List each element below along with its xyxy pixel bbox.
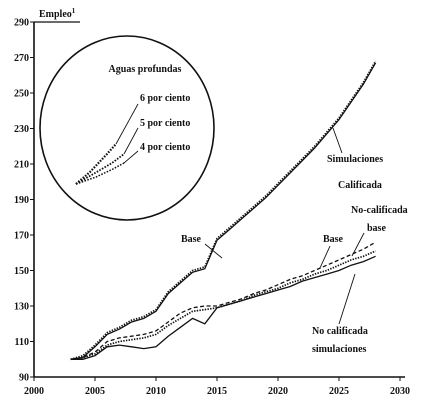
series-line-3 bbox=[70, 250, 376, 361]
y-tick-label: 210 bbox=[14, 160, 29, 171]
inset-label-6: 6 por ciento bbox=[140, 93, 190, 104]
annotation-nocalificada-base-1: No-calificada bbox=[351, 205, 408, 216]
x-tick-label: 2015 bbox=[207, 386, 227, 397]
pointer-base-upper bbox=[204, 243, 223, 259]
pointer-calificada bbox=[332, 127, 343, 154]
y-tick-label: 250 bbox=[14, 89, 29, 100]
series-line-2 bbox=[70, 241, 376, 360]
annotation-calificada: Calificada bbox=[338, 180, 382, 191]
annotations: Base Simulaciones Calificada No-califica… bbox=[181, 127, 408, 355]
inset-pointer-6 bbox=[115, 103, 139, 145]
x-tick-label: 2025 bbox=[329, 386, 349, 397]
annotation-base-lower: Base bbox=[323, 234, 344, 245]
y-tick-label: 90 bbox=[19, 373, 29, 384]
y-tick-label: 150 bbox=[14, 266, 29, 277]
x-tick-label: 2010 bbox=[146, 386, 166, 397]
pointer-nocal-sim bbox=[338, 273, 356, 325]
y-tick-label: 170 bbox=[14, 231, 29, 242]
annotation-simulaciones: Simulaciones bbox=[327, 154, 383, 165]
y-tick-label: 130 bbox=[14, 302, 29, 313]
inset-pointer-4 bbox=[123, 150, 139, 164]
y-axis-label: Empleo1 bbox=[39, 7, 76, 20]
y-tick-label: 190 bbox=[14, 195, 29, 206]
y-tick-label: 290 bbox=[14, 18, 29, 29]
annotation-nocal-sim-1: No calificada bbox=[312, 326, 368, 337]
annotation-base-upper: Base bbox=[181, 234, 202, 245]
series-line-1 bbox=[70, 62, 377, 360]
y-ticks: 90 110 130 150 170 190 210 230 250 270 290 bbox=[14, 18, 34, 384]
axes bbox=[33, 21, 405, 378]
pointer-base-lower bbox=[319, 245, 331, 269]
x-ticks: 2000 2005 2010 2015 2020 2025 2030 bbox=[24, 377, 410, 397]
series-group bbox=[70, 60, 377, 361]
series-line-4 bbox=[70, 255, 376, 360]
inset-label-4: 4 por ciento bbox=[140, 142, 190, 153]
series-line-0 bbox=[70, 60, 377, 361]
pointer-nocalificada-base bbox=[351, 232, 365, 257]
x-tick-label: 2005 bbox=[85, 386, 105, 397]
annotation-nocal-sim-2: simulaciones bbox=[312, 344, 367, 355]
inset-line-6 bbox=[75, 143, 117, 185]
inset-label-5: 5 por ciento bbox=[140, 118, 190, 129]
x-tick-label: 2000 bbox=[24, 386, 44, 397]
inset-line-5 bbox=[75, 153, 125, 185]
inset-aguas-profundas: Aguas profundas 6 por ciento 5 por cient… bbox=[39, 35, 215, 221]
inset-title: Aguas profundas bbox=[109, 64, 182, 75]
x-tick-label: 2030 bbox=[390, 386, 410, 397]
y-tick-label: 110 bbox=[15, 337, 29, 348]
annotation-nocalificada-base-2: base bbox=[367, 223, 386, 234]
x-tick-label: 2020 bbox=[268, 386, 288, 397]
y-tick-label: 270 bbox=[14, 53, 29, 64]
y-tick-label: 230 bbox=[14, 124, 29, 135]
inset-pointer-5 bbox=[123, 127, 139, 155]
inset-circle bbox=[39, 35, 215, 221]
inset-line-4 bbox=[75, 162, 125, 185]
